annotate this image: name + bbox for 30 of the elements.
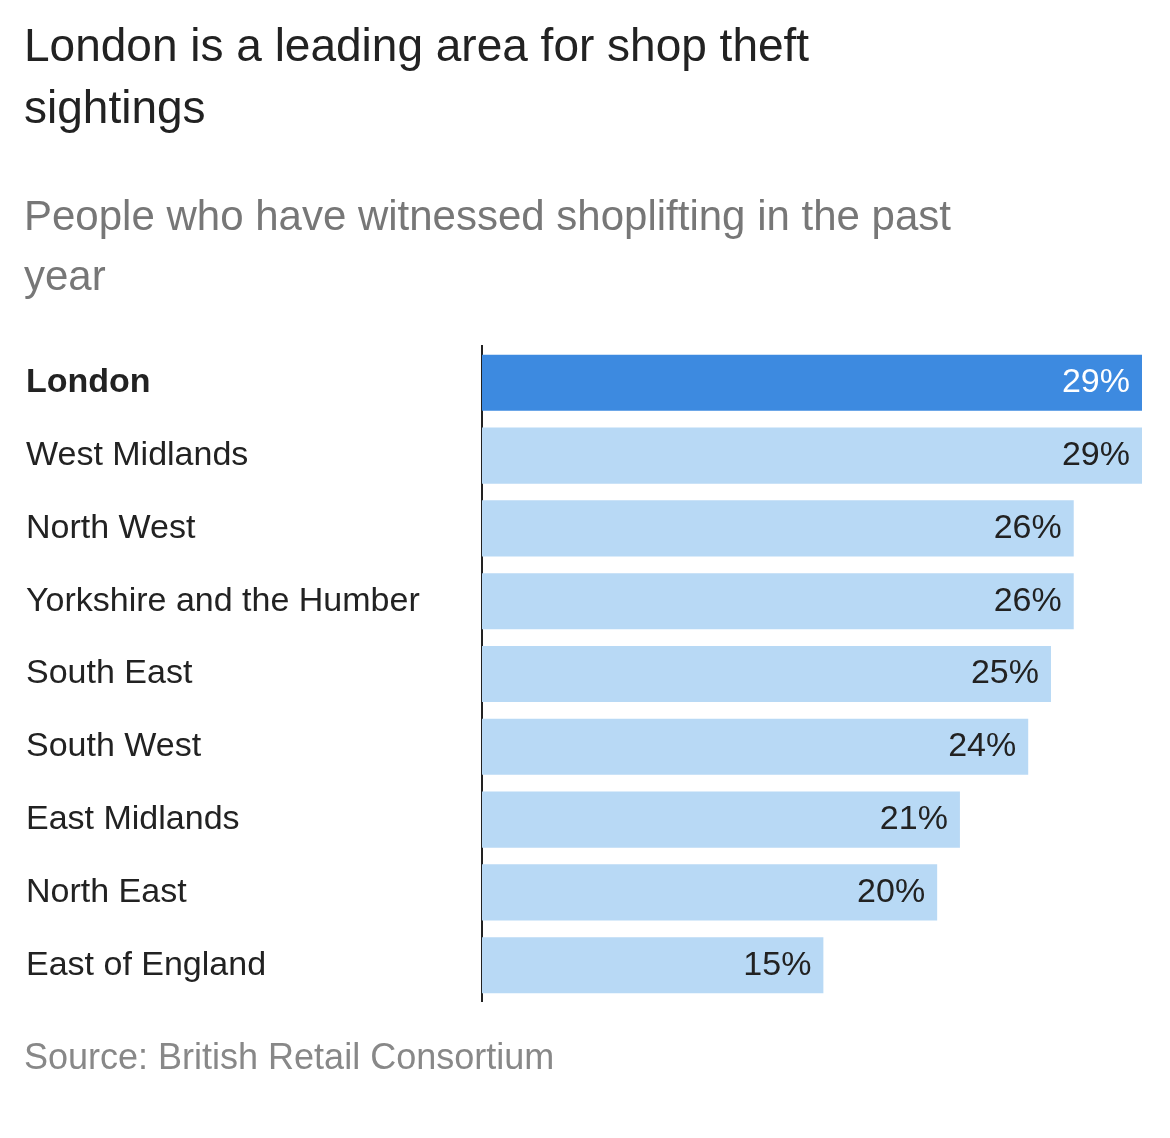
bar xyxy=(482,937,824,994)
data-label: 15% xyxy=(743,943,812,982)
data-label: 26% xyxy=(993,506,1062,545)
bar xyxy=(482,864,938,921)
bar xyxy=(482,573,1074,630)
y-tick-label: Yorkshire and the Humber xyxy=(26,579,420,618)
source-note: Source: British Retail Consortium xyxy=(24,1036,555,1078)
bar xyxy=(482,500,1074,557)
data-label: 21% xyxy=(879,797,948,836)
chart-title: London is a leading area for shop theft sightings xyxy=(24,18,811,135)
bar xyxy=(482,354,1142,411)
data-label: 29% xyxy=(1061,361,1130,400)
data-label: 29% xyxy=(1061,433,1130,472)
bar xyxy=(482,427,1142,484)
y-tick-label: East of England xyxy=(26,943,267,982)
bar xyxy=(482,718,1029,775)
data-label: 26% xyxy=(993,579,1062,618)
data-label: 20% xyxy=(857,870,926,909)
bar xyxy=(482,645,1051,703)
y-tick-label: South East xyxy=(26,652,193,691)
chart-subtitle: People who have witnessed shoplifting in the past year xyxy=(24,191,952,301)
y-tick-label: South West xyxy=(26,725,202,764)
y-tick-label: London xyxy=(26,361,151,400)
y-tick-label: North West xyxy=(26,506,196,545)
y-tick-label: East Midlands xyxy=(26,797,240,836)
y-tick-label: West Midlands xyxy=(26,433,249,472)
data-label: 24% xyxy=(948,725,1017,764)
data-label: 25% xyxy=(970,652,1039,691)
y-tick-label: North East xyxy=(26,870,188,909)
bar xyxy=(482,791,960,848)
